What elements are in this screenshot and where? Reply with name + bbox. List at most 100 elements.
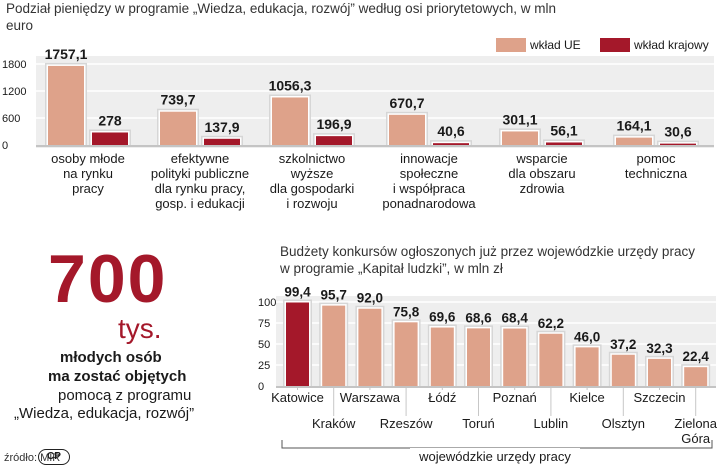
chart2-bar-fill [467, 328, 490, 386]
chart2-bar-fill [684, 367, 708, 386]
chart2-data-label: 62,2 [538, 316, 564, 331]
chart2-group-bracket [281, 440, 713, 449]
chart1-ytick-label: 0 [2, 140, 8, 152]
chart2-bar-fill [611, 354, 635, 386]
chart2-bar [391, 319, 421, 386]
callout-line4: „Wiedza, edukacja, rozwój” [14, 405, 195, 422]
chart1-bar-eu-fill [502, 131, 538, 145]
chart1-category-label: wsparcie [515, 151, 567, 166]
chart1-category-label: dla obszaru [508, 166, 575, 181]
chart2-bar-fill [322, 305, 346, 386]
chart2-bar-fill [575, 347, 599, 386]
chart1-bar-eu-fill [272, 97, 308, 145]
chart1-bar-eu-fill [616, 137, 652, 145]
chart1-category-label: na rynku [63, 166, 113, 181]
chart2-data-label: 92,0 [357, 291, 383, 306]
chart2-category-label: Poznań [493, 390, 537, 405]
chart1-title: Podział pieniędzy w programie „Wiedza, e… [6, 1, 556, 33]
chart1-bar-national [430, 140, 472, 145]
chart2-ytick-label: 25 [258, 360, 270, 372]
chart2-xlabel: wojewódzkie urzędy pracy [418, 449, 571, 464]
chart2-category-label: Szczecin [633, 390, 685, 405]
chart2-xlabel-bg [410, 448, 580, 466]
chart2-bar [464, 325, 493, 386]
chart1-bar-national-fill [92, 132, 128, 145]
chart1-category-label: zdrowia [520, 181, 566, 196]
chart2-bar-fill [286, 302, 309, 386]
chart2-category-label: Toruń [462, 416, 495, 431]
chart2-bar [283, 299, 312, 386]
chart1-category-label: techniczna [625, 166, 688, 181]
chart1-bar-national [89, 129, 131, 145]
chart1-category-label: szkolnictwo [279, 151, 345, 166]
source-label: źródło: MIR [4, 452, 61, 464]
legend-swatch-national [600, 38, 630, 52]
chart1-category-label: i rozwoju [286, 196, 337, 211]
chart2-bar-fill [539, 333, 563, 386]
chart1-bar-eu-fill [389, 114, 425, 145]
chart2-bar [536, 330, 566, 386]
chart1-category-label: dla gospodarki [270, 181, 355, 196]
chart1-data-label: 278 [98, 112, 122, 128]
chart2-bar-fill [394, 322, 418, 386]
chart1-category-label: pracy [72, 181, 104, 196]
chart1-bar-national-fill [546, 142, 582, 145]
chart2-data-label: 99,4 [284, 285, 311, 300]
chart1-bar-national [201, 135, 243, 145]
chart1-data-label: 137,9 [204, 119, 239, 135]
chart2-bar-fill [503, 328, 527, 386]
chart1-bar-national [543, 139, 585, 145]
callout-unit: tys. [118, 313, 162, 344]
chart1-data-label: 1757,1 [45, 46, 88, 62]
chart1-data-label: 196,9 [316, 116, 351, 132]
chart2-data-label: 68,4 [502, 311, 529, 326]
chart1-bar-eu [613, 134, 655, 145]
chart2-category-label: Katowice [271, 390, 324, 405]
callout-line3: pomocą z programu [58, 387, 192, 404]
chart1-bar-national-fill [316, 136, 352, 145]
chart2-data-label: 69,6 [429, 310, 456, 325]
chart1-bar-eu [386, 111, 428, 145]
chart2-bar [645, 355, 674, 386]
chart2-category-label: Kielce [569, 390, 604, 405]
chart2-bar [427, 324, 457, 386]
chart1-bar-eu-fill [48, 65, 84, 145]
legend-label-eu: wkład UE [530, 38, 581, 52]
chart2-category-label: Zielona [674, 416, 717, 431]
chart2-category-label: Olsztyn [602, 416, 645, 431]
chart1-data-label: 301,1 [502, 111, 537, 127]
chart1-category-label: pomoc [636, 151, 676, 166]
chart2-bar [572, 344, 602, 386]
chart1-data-label: 164,1 [616, 118, 651, 134]
chart1-category-label: polityki publiczne [151, 166, 249, 181]
chart1-category-label: efektywne [171, 151, 230, 166]
chart1-bar-national [313, 133, 355, 145]
chart1-bar-eu [269, 94, 311, 145]
chart1-plot-bg [36, 56, 714, 148]
chart1-bar-eu-fill [160, 111, 196, 145]
chart2-category-label: Warszawa [340, 390, 401, 405]
chart2-data-label: 37,2 [610, 337, 636, 352]
chart2-category-label: Lublin [534, 416, 569, 431]
chart1-data-label: 40,6 [437, 123, 464, 139]
chart1-category-label: gosp. i edukacji [155, 196, 245, 211]
chart2-bar [608, 351, 638, 386]
callout-number: 700 [48, 241, 168, 317]
chart1-data-label: 670,7 [389, 95, 424, 111]
chart1-bar-national-fill [433, 143, 469, 145]
chart2-bar-fill [430, 327, 454, 386]
chart1-bar-national [657, 140, 699, 145]
chart1-bar-eu [499, 128, 541, 145]
chart1-ytick-label: 1800 [2, 59, 26, 71]
chart2-bar-fill [648, 358, 671, 386]
chart1-category-label: społeczne [400, 166, 459, 181]
chart2-bar [355, 305, 385, 386]
chart1-data-label: 56,1 [550, 122, 577, 138]
chart2-data-label: 46,0 [574, 329, 600, 344]
chart2-bar [500, 325, 530, 386]
chart1-bar-national-fill [660, 143, 696, 145]
chart2-category-label: Łódź [428, 390, 456, 405]
